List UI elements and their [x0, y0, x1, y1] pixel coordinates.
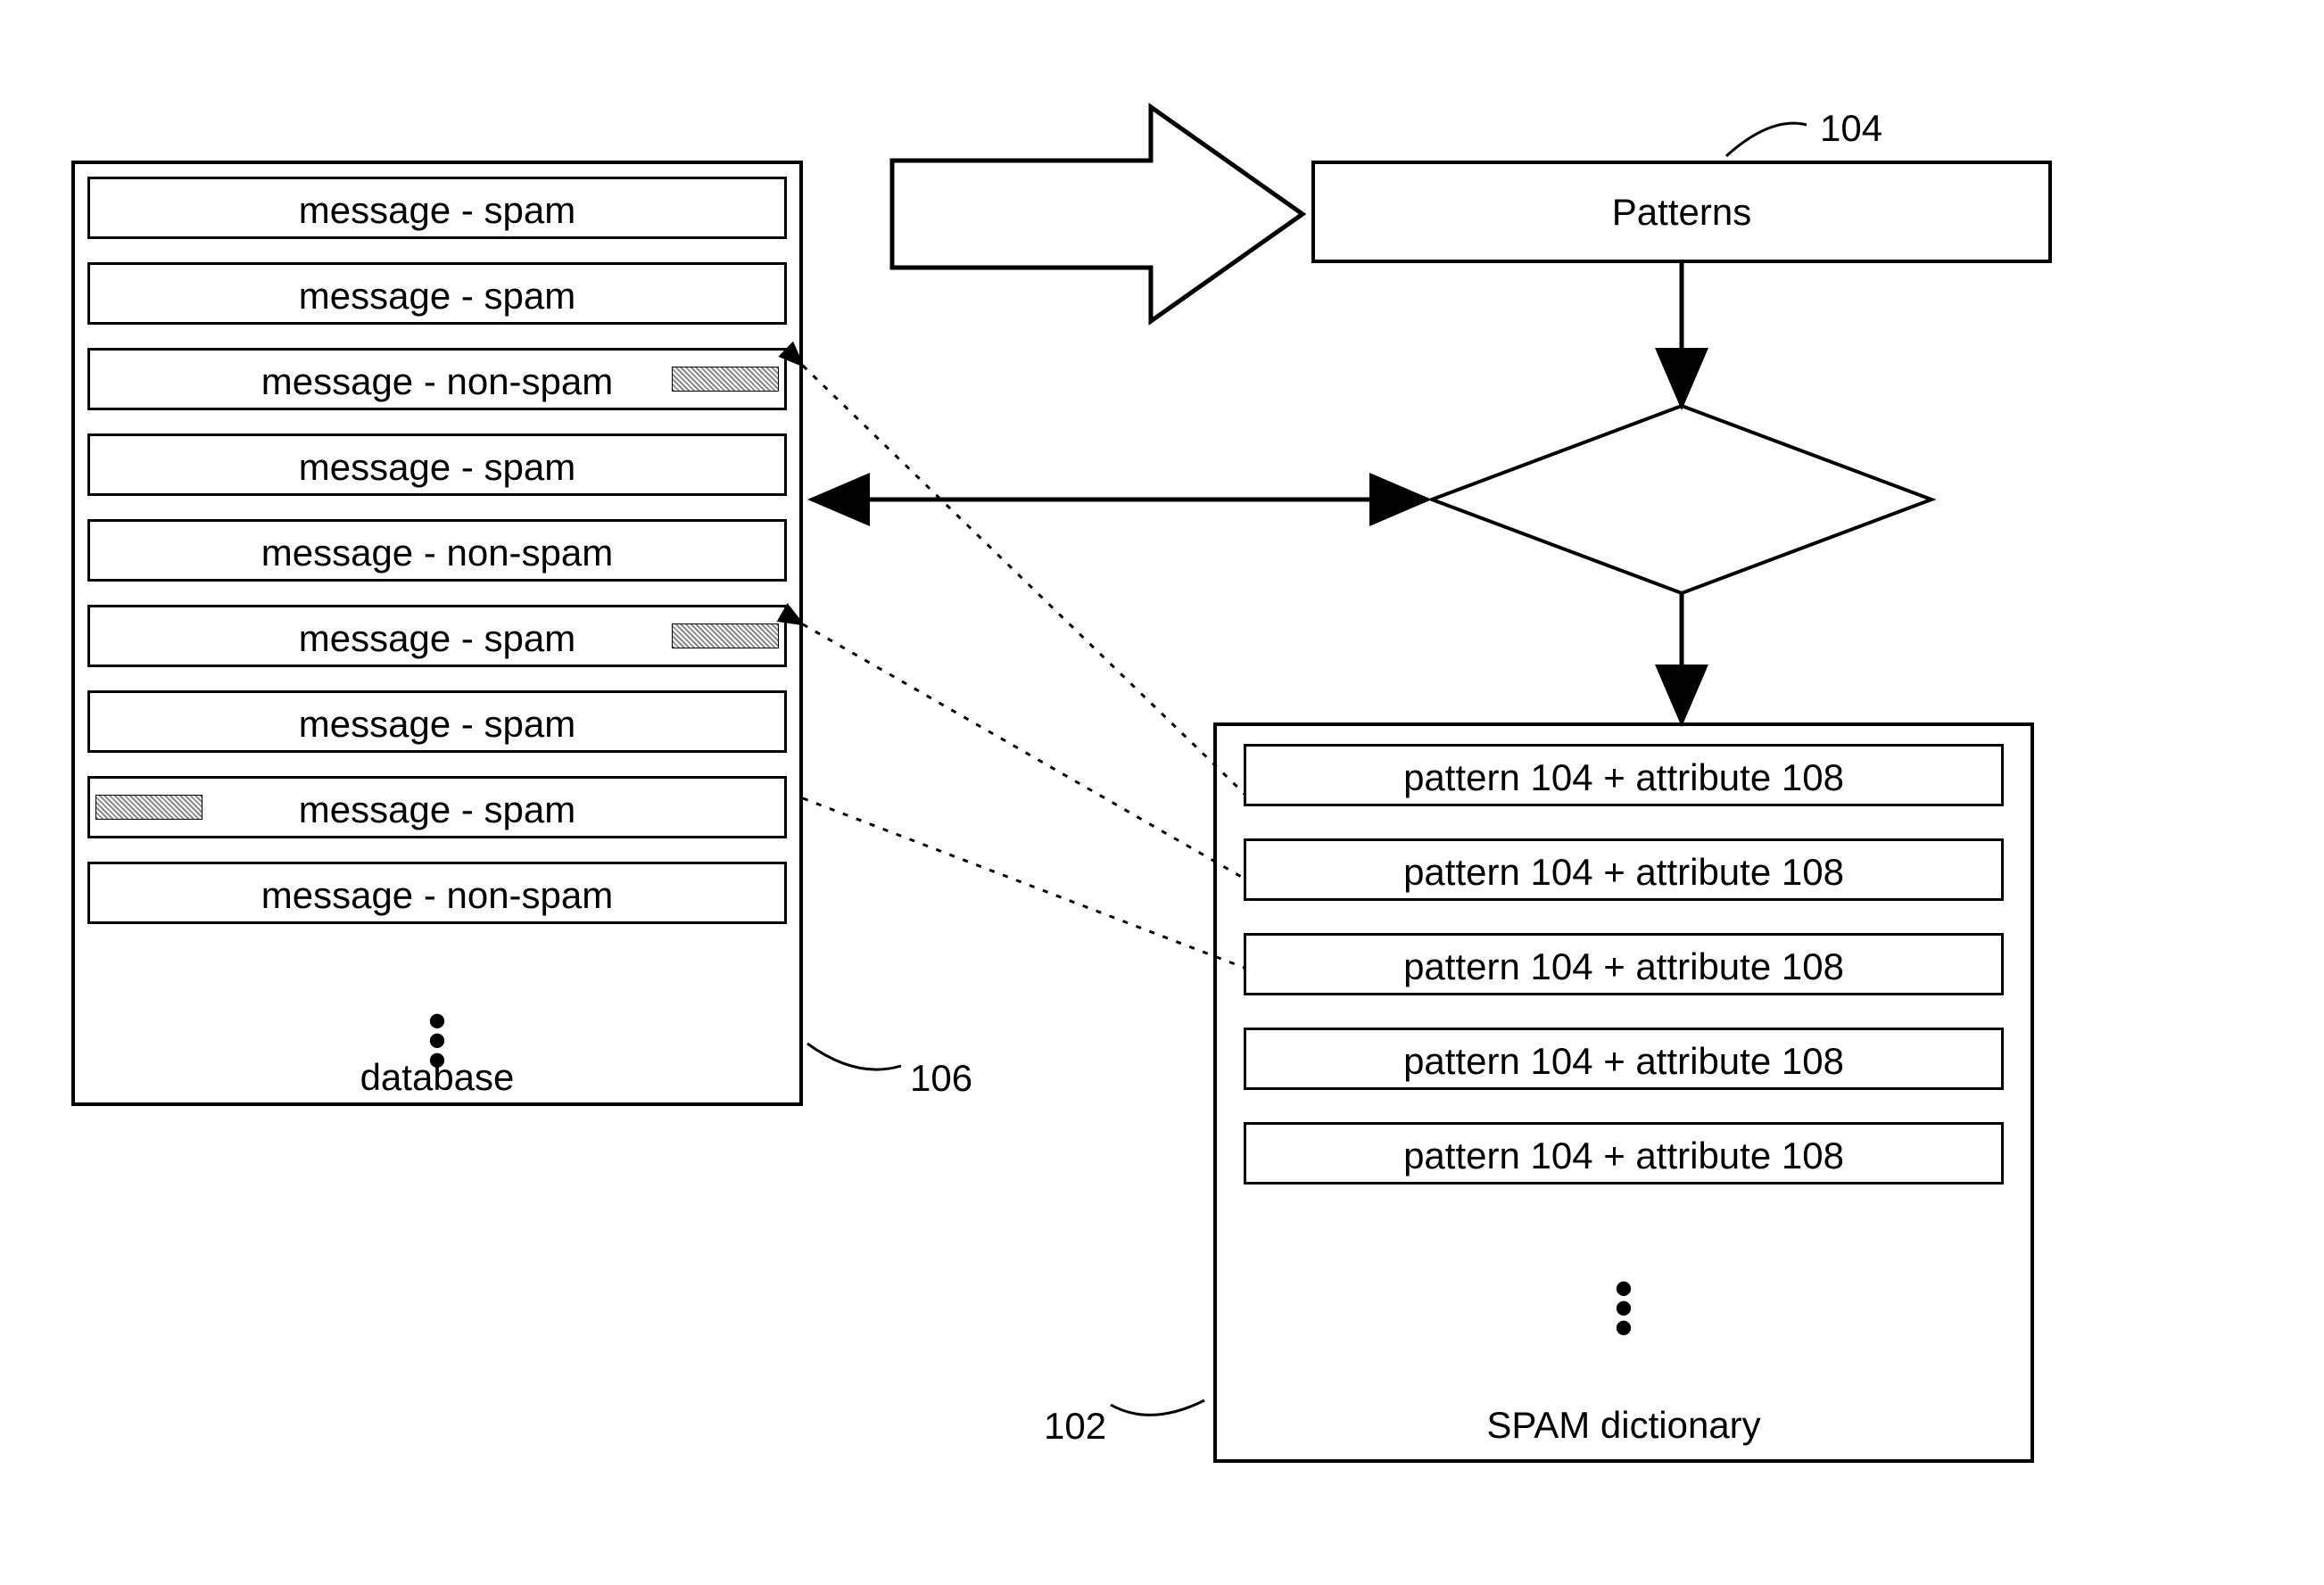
dictionary-row: pattern 104 + attribute 108 [1244, 1028, 2004, 1090]
hatch-mark [95, 795, 203, 820]
database-row: message - non-spam [87, 348, 787, 410]
database-row-text: message - spam [299, 703, 575, 745]
database-row: message - spam [87, 262, 787, 325]
dotted-link-2 [803, 624, 1245, 879]
leader-102 [1111, 1400, 1204, 1415]
database-row-text: message - non-spam [261, 874, 614, 916]
database-row: message - spam [87, 177, 787, 239]
database-row: message - spam [87, 690, 787, 753]
leader-106 [807, 1044, 901, 1069]
patterns-box: Patterns [1311, 161, 2052, 263]
leader-104 [1726, 123, 1807, 156]
database-row-text: message - spam [299, 446, 575, 488]
dictionary-row: pattern 104 + attribute 108 [1244, 838, 2004, 901]
database-row: message - non-spam [87, 862, 787, 924]
dictionary-row: pattern 104 + attribute 108 [1244, 1122, 2004, 1185]
dictionary-row-text: pattern 104 + attribute 108 [1403, 945, 1844, 987]
dictionary-row-text: pattern 104 + attribute 108 [1403, 1040, 1844, 1082]
hatch-mark [672, 623, 779, 648]
database-row-text: message - non-spam [261, 532, 614, 574]
database-row-text: message - spam [299, 275, 575, 317]
hatch-mark [672, 367, 779, 392]
database-label: database [75, 1056, 799, 1099]
database-row: message - spam [87, 605, 787, 667]
dictionary-row-text: pattern 104 + attribute 108 [1403, 756, 1844, 798]
pattern-discovery-text: PatterrnDiscovery [935, 178, 1099, 263]
dotted-link-3 [803, 798, 1245, 968]
ref-102: 102 [1044, 1405, 1106, 1448]
processing-label: Processing [1579, 482, 1784, 524]
database-row: message - spam [87, 776, 787, 838]
database-row: message - non-spam [87, 519, 787, 582]
database-row-text: message - spam [299, 788, 575, 830]
ellipsis-dots: ••• [1217, 1279, 2030, 1338]
database-row-text: message - spam [299, 189, 575, 231]
database-row-text: message - spam [299, 617, 575, 659]
dictionary-row: pattern 104 + attribute 108 [1244, 933, 2004, 995]
database-box: message - spam message - spam message - no… [71, 161, 803, 1106]
spam-dictionary-label: SPAM dictionary [1217, 1404, 2030, 1447]
database-row: message - spam [87, 433, 787, 496]
pattern-discovery-label: PatterrnDiscovery [901, 178, 1133, 264]
dictionary-row-text: pattern 104 + attribute 108 [1403, 851, 1844, 893]
dictionary-row: pattern 104 + attribute 108 [1244, 744, 2004, 806]
spam-dictionary-box: pattern 104 + attribute 108 pattern 104 +… [1213, 722, 2034, 1463]
dotted-link-1 [803, 366, 1245, 794]
patterns-label: Patterns [1612, 191, 1751, 234]
ref-104: 104 [1820, 107, 1882, 150]
database-row-text: message - non-spam [261, 360, 614, 402]
ref-106: 106 [910, 1057, 972, 1100]
dictionary-row-text: pattern 104 + attribute 108 [1403, 1135, 1844, 1176]
